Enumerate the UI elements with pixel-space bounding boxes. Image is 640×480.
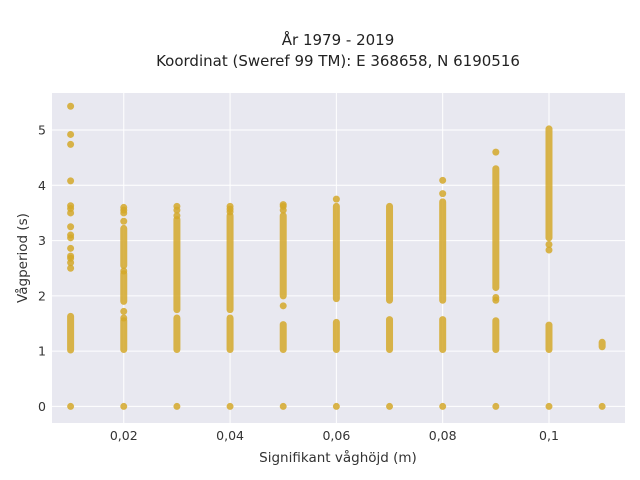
column-2: [173, 202, 181, 410]
point-range: [120, 224, 128, 269]
data-point: [279, 402, 287, 410]
y-axis-label: Vågperiod (s): [14, 213, 31, 303]
point-range: [279, 212, 287, 300]
data-point: [67, 102, 75, 110]
point-range: [67, 312, 75, 354]
chart-title-line2: Koordinat (Sweref 99 TM): E 368658, N 61…: [156, 52, 520, 70]
x-tick-label: 0,06: [322, 428, 350, 443]
point-range: [598, 338, 606, 351]
data-point: [279, 302, 287, 310]
data-points: [67, 102, 606, 410]
data-point: [67, 402, 75, 410]
x-axis-label: Signifikant våghöjd (m): [259, 449, 417, 466]
data-point: [120, 314, 128, 322]
data-point: [67, 130, 75, 138]
data-point: [598, 402, 606, 410]
data-point: [67, 140, 75, 148]
point-range: [545, 125, 553, 242]
point-range: [226, 314, 234, 353]
column-9: [545, 125, 553, 410]
y-tick-label: 2: [38, 288, 46, 303]
point-range: [279, 321, 287, 353]
column-5: [332, 195, 340, 410]
data-point: [67, 264, 75, 272]
data-point: [332, 195, 340, 203]
data-point: [67, 231, 75, 239]
data-point: [120, 402, 128, 410]
point-range: [439, 198, 447, 304]
data-point: [120, 307, 128, 315]
data-point: [439, 190, 447, 198]
point-range: [386, 202, 394, 304]
data-point: [120, 267, 128, 275]
data-point: [67, 244, 75, 252]
data-point: [173, 202, 181, 210]
data-point: [173, 402, 181, 410]
data-point: [67, 223, 75, 231]
column-6: [386, 202, 394, 410]
point-range: [332, 318, 340, 353]
point-range: [386, 316, 394, 353]
point-range: [226, 212, 234, 314]
data-point: [173, 212, 181, 220]
point-range: [545, 321, 553, 353]
point-range: [120, 270, 128, 305]
data-point: [545, 240, 553, 248]
point-range: [120, 317, 128, 353]
x-tick-label: 0,08: [429, 428, 457, 443]
x-tick-label: 0,04: [216, 428, 244, 443]
point-range: [439, 316, 447, 353]
x-tick-label: 0,1: [539, 428, 559, 443]
data-point: [545, 246, 553, 254]
point-range: [492, 165, 500, 292]
data-point: [120, 217, 128, 225]
column-8: [492, 148, 500, 410]
y-tick-label: 1: [38, 344, 46, 359]
point-range: [173, 216, 181, 314]
data-point: [226, 202, 234, 210]
y-tick-label: 0: [38, 399, 46, 414]
data-point: [386, 402, 394, 410]
data-point: [226, 402, 234, 410]
data-point: [332, 402, 340, 410]
data-point: [67, 252, 75, 260]
y-tick-label: 3: [38, 233, 46, 248]
column-7: [439, 176, 447, 410]
column-4: [279, 201, 287, 410]
column-10: [598, 338, 606, 410]
x-tick-label: 0,02: [110, 428, 138, 443]
data-point: [279, 201, 287, 209]
point-range: [173, 314, 181, 353]
y-axis-ticks: 0 1 2 3 4 5: [38, 123, 46, 414]
data-point: [67, 177, 75, 185]
chart-title-line1: År 1979 - 2019: [282, 30, 395, 49]
column-3: [226, 202, 234, 410]
data-point: [492, 402, 500, 410]
x-axis-ticks: 0,02 0,04 0,06 0,08 0,1: [110, 428, 559, 443]
data-point: [439, 402, 447, 410]
data-point: [545, 402, 553, 410]
column-1: [120, 203, 128, 410]
data-point: [120, 203, 128, 211]
point-range: [332, 202, 340, 303]
data-point: [492, 294, 500, 302]
y-tick-label: 4: [38, 178, 46, 193]
y-tick-label: 5: [38, 123, 46, 138]
data-point: [439, 176, 447, 184]
point-range: [492, 317, 500, 353]
column-0: [67, 102, 75, 410]
data-point: [492, 148, 500, 156]
data-point: [67, 202, 75, 210]
